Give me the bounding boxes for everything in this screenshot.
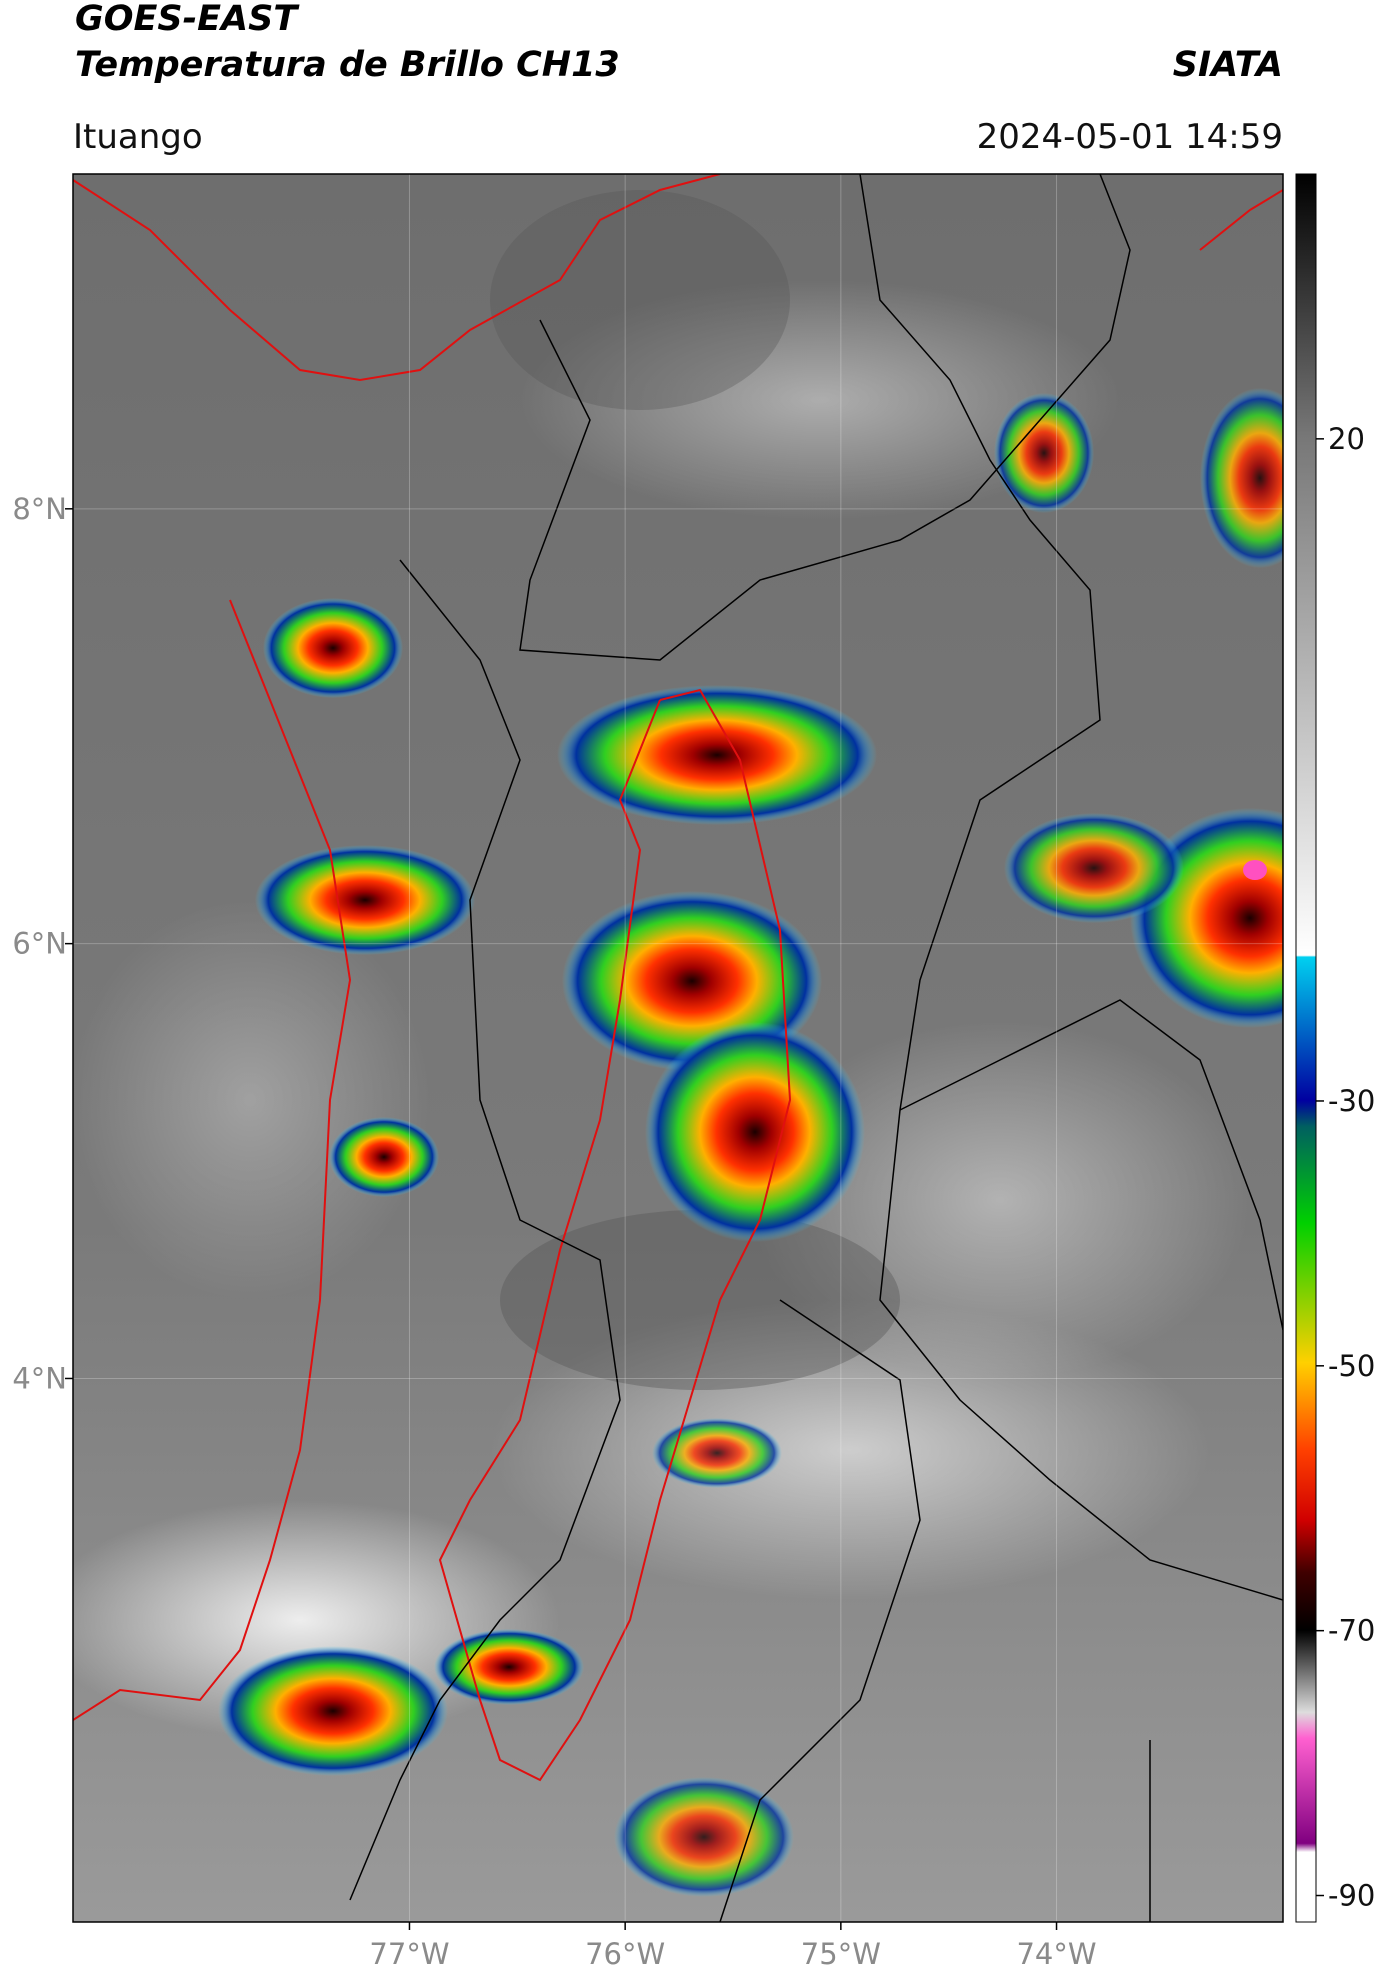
y-tick-label: 4°N	[12, 1361, 67, 1395]
location: Ituango	[73, 117, 203, 157]
x-tick-label: 76°W	[585, 1937, 665, 1971]
y-tick-label: 6°N	[12, 927, 67, 961]
grid	[73, 174, 1283, 1922]
y-tick-label: 8°N	[12, 492, 67, 526]
brand: SIATA	[1173, 45, 1283, 85]
colorbar-label: -70	[1328, 1614, 1375, 1648]
x-tick-label: 77°W	[369, 1937, 449, 1971]
title: GOES-EAST	[75, 0, 300, 39]
colorbar-label: -90	[1328, 1879, 1375, 1913]
x-tick-label: 74°W	[1016, 1937, 1096, 1971]
colorbar-label: -30	[1328, 1084, 1375, 1118]
datetime: 2024-05-01 14:59	[977, 117, 1283, 157]
colorbar	[1295, 173, 1317, 1923]
x-tick-label: 75°W	[801, 1937, 881, 1971]
map-frame	[72, 173, 1284, 1923]
satellite-image	[73, 174, 1283, 1922]
subtitle: Temperatura de Brillo CH13	[75, 45, 620, 85]
colorbar-label: 20	[1328, 422, 1365, 456]
colorbar-label: -50	[1328, 1349, 1375, 1383]
